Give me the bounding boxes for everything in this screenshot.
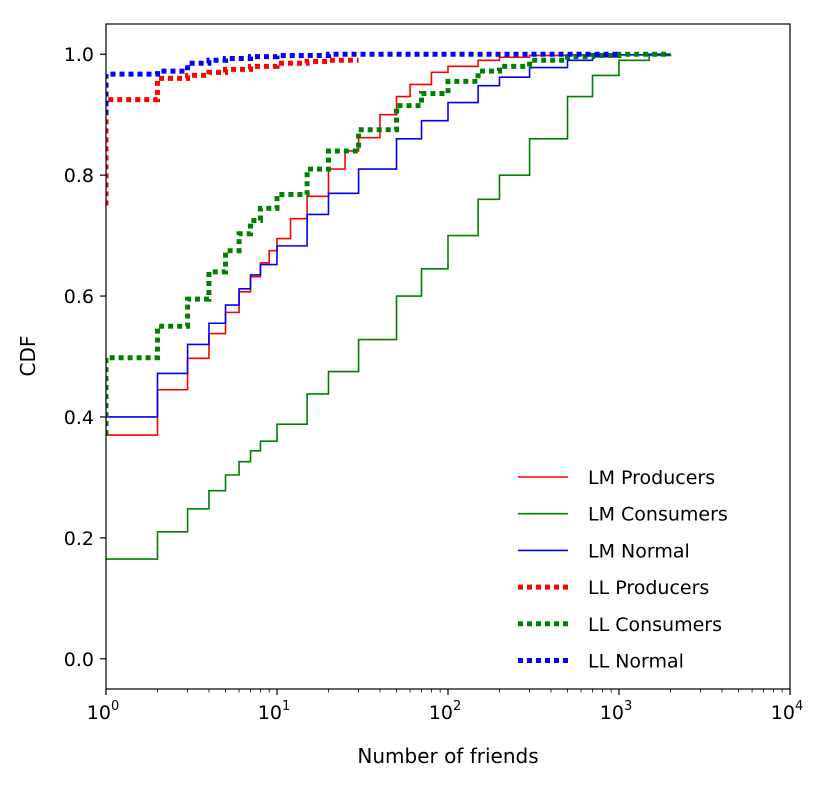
series-line-2	[106, 54, 672, 560]
legend: LM Producers LM Consumers LM Normal LL Prod…	[518, 467, 728, 673]
y-tick-label: 1.0	[64, 44, 94, 66]
legend-label-5: LL Consumers	[588, 614, 722, 636]
x-tick-label: 102	[429, 699, 461, 724]
series-line-5	[106, 51, 671, 436]
series-line-6	[106, 51, 619, 115]
x-tick-label: 101	[258, 699, 290, 724]
legend-label-4: LL Producers	[588, 577, 709, 599]
legend-label-2: LM Consumers	[588, 504, 728, 526]
legend-label-1: LM Producers	[588, 467, 715, 489]
x-tick-label: 100	[87, 699, 119, 724]
series-line-4	[106, 57, 359, 206]
legend-label-3: LM Normal	[588, 540, 690, 562]
series-line-3	[106, 53, 671, 418]
series-layer	[106, 51, 672, 560]
x-tick-label: 104	[771, 699, 803, 724]
plot-background	[106, 24, 790, 689]
y-tick-label: 0.0	[64, 649, 94, 671]
y-tick-label: 0.2	[64, 528, 94, 550]
y-tick-label: 0.6	[64, 286, 94, 308]
y-tick-label: 0.8	[64, 165, 94, 187]
x-tick-label: 103	[600, 699, 632, 724]
legend-label-6: LL Normal	[588, 651, 684, 673]
y-tick-label: 0.4	[64, 407, 94, 429]
y-axis-label: CDF	[16, 336, 40, 377]
x-axis-label: Number of friends	[357, 744, 538, 768]
ticks-layer: 0.0 0.2 0.4 0.6 0.8 1.0 100 101 102 103 104	[64, 44, 803, 724]
